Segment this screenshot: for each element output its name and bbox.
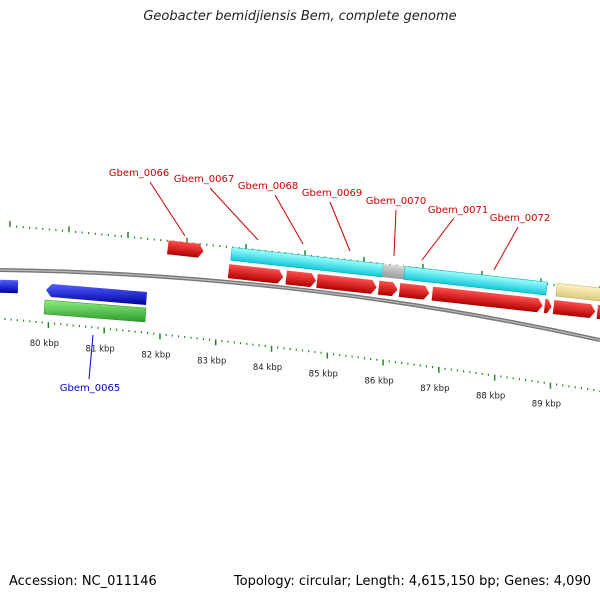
scale-tick-label: 80 kbp: [30, 339, 59, 349]
scale-tick-label: 82 kbp: [141, 350, 170, 360]
gene-leader-line: [88, 334, 94, 380]
scale-tick-label: 89 kbp: [532, 400, 561, 410]
scale-tick-label: 81 kbp: [86, 345, 115, 355]
gene-arrow-gbem-0069[interactable]: [316, 273, 377, 294]
gene-leader-line: [274, 194, 304, 245]
genome-summary-text: Topology: circular; Length: 4,615,150 bp…: [233, 574, 591, 589]
scale-tick-label: 85 kbp: [309, 370, 338, 380]
gene-leader-line: [329, 201, 351, 252]
gene-label[interactable]: Gbem_0069: [302, 188, 362, 199]
gene-label[interactable]: Gbem_0067: [174, 174, 234, 185]
gene-leader-line: [209, 187, 259, 241]
gene-leader-line: [393, 209, 397, 257]
gene-arrow-gbem-0065[interactable]: [46, 284, 147, 305]
scale-tick-label: 83 kbp: [197, 356, 226, 366]
scale-tick-label: 84 kbp: [253, 363, 282, 373]
gene-leader-line: [421, 217, 455, 261]
scale-tick-label: 86 kbp: [364, 377, 393, 387]
gene-arrow[interactable]: [552, 300, 596, 319]
gene-arrow-gbem-0068[interactable]: [285, 270, 317, 288]
accession-text: Accession: NC_011146: [9, 574, 157, 589]
scale-tick-label: 88 kbp: [476, 392, 505, 402]
gene-arrow[interactable]: [596, 304, 600, 324]
gene-arrow-gbem-0072[interactable]: [431, 286, 544, 313]
gene-arrow-gbem-0067[interactable]: [227, 264, 284, 284]
scale-labels: 80 kbp 81 kbp 82 kbp 83 kbp 84 kbp 85 kbp 86 k…: [30, 339, 561, 410]
gene-leader-line: [493, 226, 519, 271]
gap-feature[interactable]: [381, 264, 406, 280]
gene-label[interactable]: Gbem_0066: [109, 168, 169, 179]
gene-label[interactable]: Gbem_0072: [490, 213, 550, 224]
gene-arrow[interactable]: [543, 299, 552, 314]
gene-labels: Gbem_0065 Gbem_0066 Gbem_0067 Gbem_0068 Gbem…: [60, 168, 550, 394]
gene-arrow-gbem-0070[interactable]: [377, 280, 398, 297]
inner-tick-row: [4, 318, 600, 392]
gene-label[interactable]: Gbem_0068: [238, 181, 298, 192]
gene-leader-line: [149, 181, 186, 237]
gene-arrow-reverse[interactable]: [0, 279, 19, 294]
trna-feature-gbem-0065[interactable]: [43, 299, 147, 323]
gene-label[interactable]: Gbem_0070: [366, 196, 426, 207]
rrna-feature[interactable]: [403, 266, 548, 296]
scale-tick-label: 87 kbp: [420, 384, 449, 394]
gene-label[interactable]: Gbem_0071: [428, 205, 488, 216]
gene-arrow-gbem-0066[interactable]: [167, 240, 204, 258]
gene-arrow-gbem-0071[interactable]: [398, 283, 430, 300]
page-title: Geobacter bemidjiensis Bem, complete gen…: [143, 9, 457, 24]
gene-label[interactable]: Gbem_0065: [60, 383, 120, 394]
other-feature[interactable]: [555, 282, 600, 304]
